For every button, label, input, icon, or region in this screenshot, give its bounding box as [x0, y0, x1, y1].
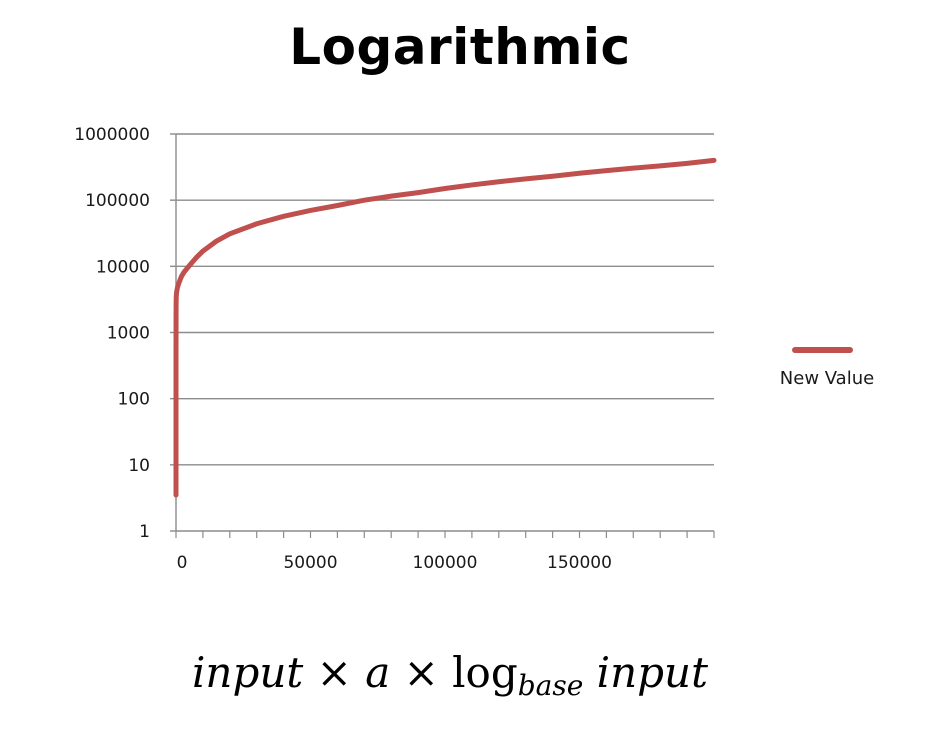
y-tick-label: 100000 — [85, 191, 150, 211]
legend-label: New Value — [780, 368, 874, 389]
x-tick-label: 100000 — [413, 553, 478, 573]
y-tick-label: 1000 — [107, 324, 150, 344]
series-line — [173, 157, 717, 498]
formula-tail: input — [583, 648, 708, 697]
y-tick-label: 100 — [118, 390, 150, 410]
y-tick-labels: 1 10 100 1000 10000 100000 1000000 — [74, 125, 150, 542]
chart-title: Logarithmic — [289, 18, 631, 76]
x-tick-label: 50000 — [283, 553, 337, 573]
formula-annotation: input × a × logbase input — [192, 648, 708, 702]
axes — [170, 133, 715, 538]
grid-lines — [176, 133, 714, 466]
y-tick-label: 10 — [128, 456, 150, 476]
x-tick-label: 0 — [177, 553, 188, 573]
line-chart: 1 10 100 1000 10000 100000 1000000 0 50000 10000… — [74, 125, 874, 573]
formula-subscript: base — [517, 669, 584, 702]
x-tick-labels: 0 50000 100000 150000 — [177, 553, 612, 573]
y-tick-label: 1 — [139, 522, 150, 542]
y-tick-label: 10000 — [96, 257, 150, 277]
x-tick-label: 150000 — [547, 553, 612, 573]
formula-log: log — [452, 648, 518, 697]
legend: New Value — [780, 347, 874, 389]
series-layer — [173, 157, 717, 498]
formula-main: input × a × — [192, 648, 453, 697]
y-tick-label: 1000000 — [74, 125, 150, 145]
